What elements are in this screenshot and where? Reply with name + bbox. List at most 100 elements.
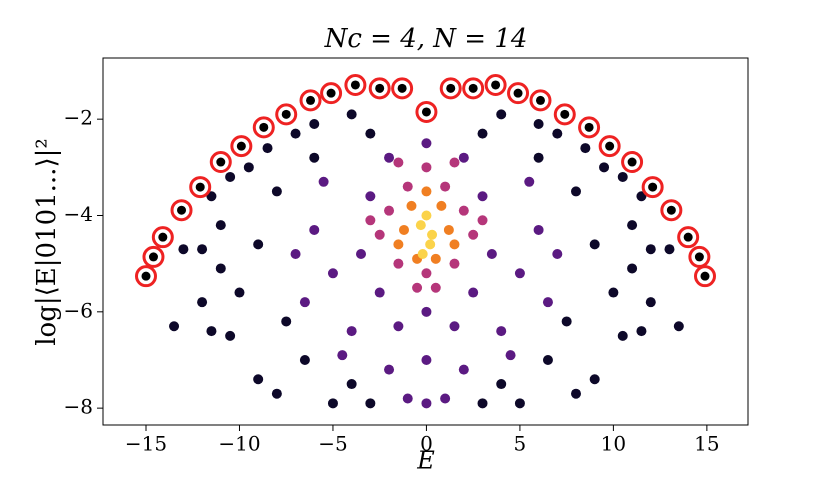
highlight-point: [281, 109, 291, 119]
highlight-point: [491, 80, 501, 90]
point: [225, 171, 236, 182]
point: [206, 326, 217, 337]
point: [365, 128, 376, 139]
x-tick-label: 0: [420, 432, 433, 456]
point: [627, 220, 638, 231]
point: [393, 239, 404, 250]
highlight-point: [560, 109, 570, 119]
y-tick-label: −6: [64, 298, 93, 322]
point: [645, 244, 656, 255]
highlight-point: [148, 252, 158, 262]
point: [524, 176, 535, 187]
point: [514, 398, 525, 409]
highlight-point: [158, 232, 168, 242]
point: [290, 128, 301, 139]
point: [533, 152, 544, 163]
point: [417, 249, 428, 260]
point: [399, 224, 409, 235]
point: [617, 330, 628, 341]
point: [589, 239, 600, 250]
point: [225, 330, 236, 341]
point: [412, 282, 423, 293]
point: [421, 162, 432, 173]
point: [393, 321, 404, 332]
point: [458, 152, 469, 163]
point: [356, 249, 366, 260]
point: [421, 138, 432, 149]
point: [468, 229, 479, 240]
point: [421, 306, 432, 317]
highlight-point: [259, 122, 269, 132]
point: [440, 181, 451, 192]
point: [169, 321, 180, 332]
point: [427, 229, 438, 240]
point: [571, 388, 581, 399]
highlight-point: [195, 182, 205, 192]
highlight-point: [605, 141, 615, 151]
highlight-point: [421, 107, 431, 117]
point: [327, 398, 338, 409]
point: [449, 258, 460, 269]
highlight-point: [350, 80, 360, 90]
point: [421, 398, 432, 409]
point: [496, 379, 507, 390]
point: [327, 268, 338, 279]
x-tick-label: 10: [601, 432, 626, 456]
point: [636, 326, 647, 337]
point: [430, 253, 441, 264]
point: [415, 220, 426, 231]
highlight-point: [236, 141, 246, 151]
point: [243, 162, 254, 173]
chart-title: Nc = 4, N = 14: [324, 24, 528, 54]
point: [496, 326, 507, 337]
point: [309, 152, 320, 163]
point: [425, 239, 436, 250]
point: [365, 215, 376, 226]
point: [271, 186, 282, 197]
point: [589, 374, 600, 385]
point: [552, 128, 563, 139]
point: [440, 393, 451, 404]
point: [402, 181, 413, 192]
highlight-point: [216, 157, 226, 167]
point: [608, 287, 619, 298]
point: [430, 282, 441, 293]
point: [384, 205, 395, 216]
highlight-point: [375, 83, 385, 93]
point: [449, 239, 460, 250]
point: [178, 244, 189, 255]
point: [664, 244, 675, 255]
highlight-point: [584, 122, 594, 132]
point: [458, 205, 469, 216]
point: [421, 210, 432, 221]
point: [533, 118, 544, 129]
point: [281, 316, 292, 327]
x-tick-label: 5: [514, 432, 527, 456]
point: [253, 374, 264, 385]
point: [309, 224, 320, 235]
y-tick-label: −8: [64, 395, 93, 419]
x-tick-label: −10: [218, 432, 260, 456]
point: [374, 229, 385, 240]
highlight-point: [694, 252, 704, 262]
point: [496, 109, 507, 120]
point: [505, 350, 516, 361]
point: [449, 321, 460, 332]
point: [477, 215, 488, 226]
y-tick-label: −4: [64, 202, 93, 226]
highlight-point: [141, 271, 151, 281]
point: [262, 143, 273, 154]
point: [421, 354, 432, 365]
point: [365, 191, 376, 202]
point: [393, 258, 404, 269]
highlight-point: [700, 271, 710, 281]
point: [421, 186, 432, 197]
y-tick-label: −2: [64, 106, 93, 130]
highlight-point: [446, 83, 456, 93]
highlight-point: [648, 182, 658, 192]
point: [645, 297, 656, 308]
point: [253, 239, 264, 250]
highlight-point: [177, 205, 187, 215]
highlight-point: [535, 95, 545, 105]
point: [384, 364, 395, 375]
